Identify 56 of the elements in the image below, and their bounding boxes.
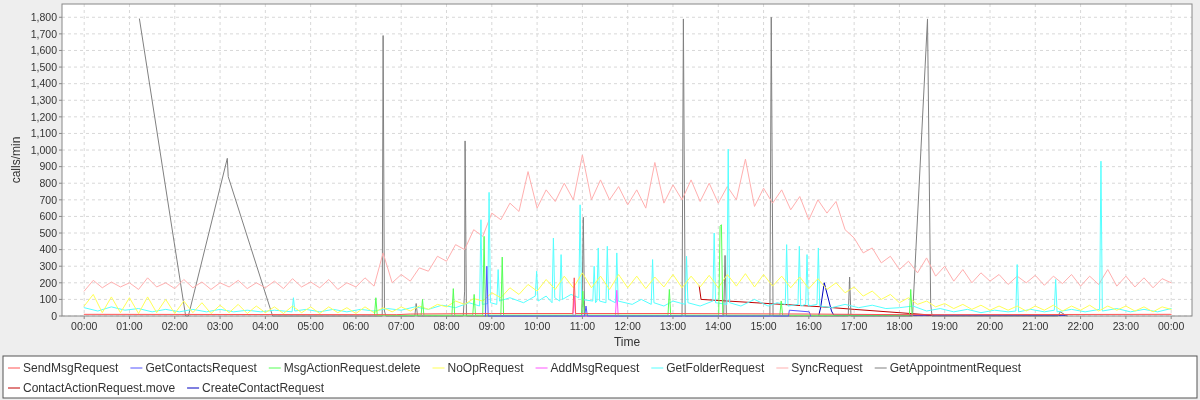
x-tick-label: 22:00 (1067, 320, 1094, 332)
x-tick-label: 06:00 (342, 320, 370, 332)
x-tick-label: 11:00 (569, 320, 596, 332)
y-axis-title: calls/min (9, 136, 23, 184)
x-tick-label: 15:00 (750, 320, 777, 332)
x-tick-label: 13:00 (659, 320, 687, 332)
legend-label: CreateContactRequest (202, 381, 325, 395)
x-tick-label: 01:00 (116, 320, 143, 332)
y-tick-label: 700 (39, 193, 58, 206)
y-tick-label: 800 (39, 177, 58, 190)
y-tick-label: 400 (39, 243, 58, 256)
x-tick-label: 14:00 (705, 320, 732, 332)
legend-label: SendMsgRequest (23, 361, 120, 375)
x-tick-label: 04:00 (252, 320, 279, 332)
legend-label: SyncRequest (791, 361, 864, 375)
x-tick-label: 00:00 (1158, 320, 1185, 332)
x-tick-label: 00:00 (71, 320, 98, 332)
x-tick-label: 07:00 (388, 320, 415, 332)
legend-label: MsgActionRequest.delete (283, 361, 421, 375)
y-tick-label: 1,100 (30, 127, 58, 140)
legend-label: NoOpRequest (447, 361, 525, 375)
y-tick-label: 500 (39, 226, 58, 239)
x-tick-label: 17:00 (840, 320, 868, 332)
y-tick-label: 1,600 (30, 44, 58, 57)
x-axis-title: Time (613, 335, 641, 349)
y-tick-label: 1,300 (30, 94, 58, 107)
y-tick-label: 1,700 (30, 27, 58, 40)
legend-label: GetAppointmentRequest (889, 361, 1022, 375)
y-tick-label: 200 (39, 276, 58, 289)
x-tick-label: 02:00 (161, 320, 189, 332)
x-tick-label: 03:00 (206, 320, 234, 332)
x-tick-label: 18:00 (886, 320, 913, 332)
y-tick-label: 1,200 (30, 110, 58, 123)
y-tick-label: 1,500 (30, 60, 58, 73)
y-tick-label: 0 (51, 309, 58, 322)
y-tick-label: 900 (39, 160, 58, 173)
legend-label: GetFolderRequest (666, 361, 766, 375)
x-tick-label: 10:00 (523, 320, 551, 332)
x-tick-label: 23:00 (1112, 320, 1140, 332)
x-tick-label: 19:00 (931, 320, 959, 332)
x-tick-label: 16:00 (795, 320, 823, 332)
y-tick-label: 1,800 (30, 11, 58, 24)
x-tick-label: 21:00 (1022, 320, 1049, 332)
y-tick-label: 600 (39, 210, 58, 223)
legend-label: GetContactsRequest (145, 361, 258, 375)
x-tick-label: 08:00 (433, 320, 460, 332)
x-tick-label: 05:00 (297, 320, 324, 332)
y-tick-label: 1,400 (30, 77, 58, 90)
y-tick-label: 100 (39, 293, 58, 306)
y-tick-label: 1,000 (30, 143, 58, 156)
x-tick-label: 20:00 (976, 320, 1004, 332)
y-tick-label: 300 (39, 260, 58, 273)
x-tick-label: 12:00 (614, 320, 641, 332)
legend-label: ContactActionRequest.move (23, 381, 176, 395)
x-tick-label: 09:00 (478, 320, 506, 332)
legend-label: AddMsgRequest (550, 361, 640, 375)
